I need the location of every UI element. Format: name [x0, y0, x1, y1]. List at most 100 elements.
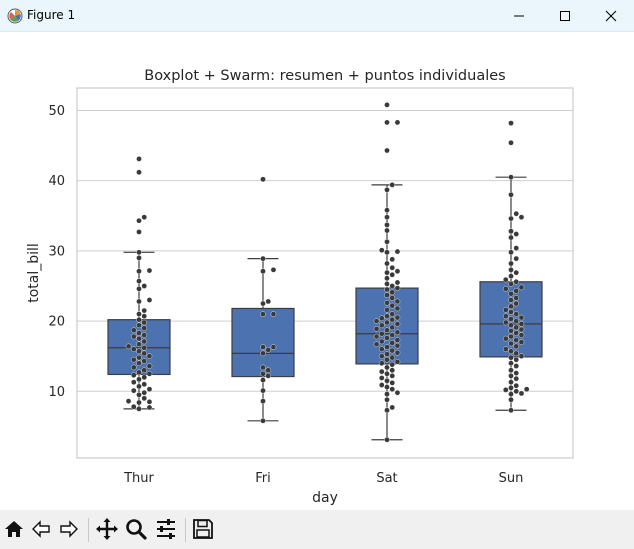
matplotlib-app-icon	[7, 8, 23, 24]
figure-canvas[interactable]: 10 20 30 40 50 Thur Fri Sat Sun Boxplot + Swarm…	[0, 32, 634, 510]
data-point	[508, 297, 514, 303]
window-title: Figure 1	[27, 8, 76, 22]
data-point	[260, 377, 266, 383]
x-tick-labels: Thur Fri Sat Sun	[123, 471, 523, 486]
data-point	[384, 147, 390, 154]
data-point	[513, 324, 520, 331]
data-point	[141, 307, 148, 314]
data-point	[146, 404, 153, 411]
toolbar-separator	[88, 518, 89, 542]
data-point	[260, 255, 266, 262]
data-point	[136, 316, 142, 323]
data-point	[130, 372, 137, 378]
data-point	[389, 283, 396, 289]
data-point	[389, 271, 396, 278]
data-point	[384, 384, 390, 390]
data-point	[384, 344, 390, 350]
data-point	[141, 325, 148, 331]
maximize-button[interactable]	[542, 0, 588, 32]
data-point	[384, 292, 390, 298]
data-point	[136, 169, 142, 176]
data-point	[141, 350, 148, 357]
data-point	[136, 255, 142, 261]
data-point	[373, 326, 380, 332]
forward-button[interactable]	[56, 516, 82, 542]
data-point	[384, 102, 390, 108]
data-point	[513, 337, 520, 343]
data-point	[513, 231, 520, 237]
data-point	[518, 390, 525, 397]
data-point	[389, 316, 396, 323]
x-tick-label: Sat	[376, 471, 397, 486]
data-point	[389, 404, 396, 411]
configure-subplots-button[interactable]	[153, 516, 179, 542]
data-point	[384, 319, 390, 326]
data-point	[260, 344, 266, 350]
data-point	[513, 300, 520, 307]
back-icon	[32, 520, 50, 538]
data-point	[513, 356, 520, 363]
data-point	[394, 359, 401, 365]
data-point	[141, 344, 148, 351]
back-button[interactable]	[28, 516, 54, 542]
y-tick-label: 10	[48, 385, 65, 400]
data-point	[384, 327, 390, 334]
data-point	[384, 356, 390, 363]
data-point	[513, 350, 520, 357]
data-point	[502, 285, 509, 292]
y-tick-label: 40	[48, 174, 65, 189]
data-point	[389, 367, 396, 374]
data-point	[260, 268, 266, 275]
minimize-button[interactable]	[496, 0, 542, 32]
data-point	[141, 358, 148, 364]
data-point	[136, 278, 142, 284]
zoom-icon	[126, 519, 147, 540]
data-point	[265, 367, 272, 374]
data-point	[260, 398, 266, 404]
save-button[interactable]	[190, 516, 216, 542]
data-point	[384, 214, 390, 220]
data-point	[146, 353, 153, 359]
close-button[interactable]	[588, 0, 634, 32]
data-point	[125, 398, 132, 404]
data-point	[136, 229, 142, 235]
home-icon	[5, 521, 23, 537]
axes-frame	[76, 87, 574, 459]
data-point	[508, 333, 514, 340]
data-point	[378, 360, 385, 367]
data-point	[146, 386, 153, 392]
zoom-button[interactable]	[123, 516, 149, 542]
data-point	[146, 399, 153, 405]
data-point	[260, 370, 266, 377]
data-point	[518, 326, 525, 333]
y-tick-labels: 10 20 30 40 50	[48, 104, 65, 400]
data-point	[523, 386, 530, 392]
home-button[interactable]	[1, 516, 27, 542]
data-point	[502, 387, 509, 393]
data-point	[508, 267, 514, 273]
data-point	[389, 347, 396, 354]
data-point	[513, 370, 520, 376]
data-point	[513, 255, 520, 262]
data-point	[136, 406, 142, 412]
pan-button[interactable]	[94, 516, 120, 542]
data-point	[508, 228, 514, 235]
data-point	[394, 321, 401, 327]
axes-background	[77, 88, 573, 458]
data-point	[508, 348, 514, 355]
data-point	[389, 182, 396, 188]
data-point	[394, 337, 401, 343]
data-point	[130, 327, 137, 334]
data-point	[394, 314, 401, 321]
data-point	[136, 335, 142, 342]
data-point	[513, 330, 520, 336]
data-point	[508, 373, 514, 379]
data-point	[508, 139, 514, 146]
data-point	[502, 319, 509, 326]
data-point	[260, 176, 266, 183]
data-point	[502, 276, 509, 283]
data-point	[384, 300, 390, 306]
data-point	[141, 389, 148, 396]
data-point	[136, 399, 142, 406]
y-tick-label: 50	[48, 104, 65, 119]
